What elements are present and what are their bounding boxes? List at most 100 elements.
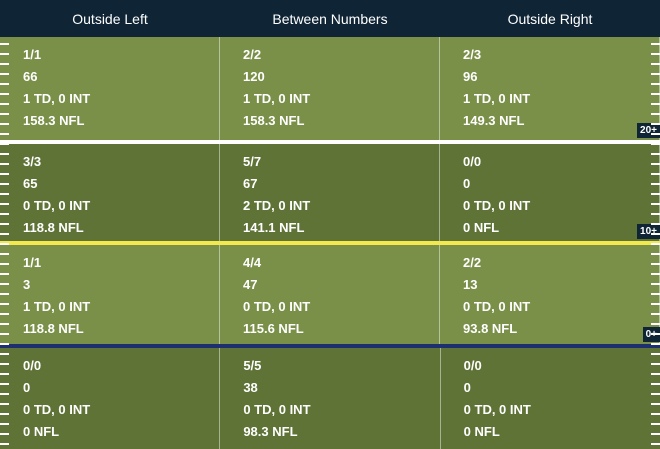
hash-mark [651, 283, 660, 285]
hash-mark [651, 73, 660, 75]
column-header-between-numbers: Between Numbers [272, 10, 388, 27]
zone-cell[interactable]: 1/1 3 1 TD, 0 INT 118.8 NFL [0, 245, 220, 344]
hash-mark [651, 423, 660, 425]
hash-mark [0, 283, 9, 285]
zone-cell[interactable]: 5/5 38 0 TD, 0 INT 98.3 NFL [220, 348, 441, 449]
hash-mark [651, 243, 660, 245]
hash-mark [0, 113, 9, 115]
td-int: 0 TD, 0 INT [463, 299, 531, 314]
td-int: 0 TD, 0 INT [23, 402, 91, 417]
passer-rating: 149.3 NFL [463, 113, 525, 128]
hash-mark [0, 143, 9, 145]
yards: 96 [463, 69, 478, 84]
completions: 1/1 [23, 255, 42, 270]
hash-mark [0, 253, 9, 255]
hash-mark [0, 123, 9, 125]
zone-cell[interactable]: 0/0 0 0 TD, 0 INT 0 NFL [441, 348, 660, 449]
hash-mark [651, 273, 660, 275]
yard-marker-10: 10+ [637, 224, 660, 239]
hash-mark [651, 53, 660, 55]
zone-cell[interactable]: 1/1 66 1 TD, 0 INT 158.3 NFL [0, 37, 220, 140]
completions: 2/3 [463, 47, 482, 62]
zone-cell[interactable]: 2/2 13 0 TD, 0 INT 93.8 NFL [440, 245, 660, 344]
hash-mark [0, 163, 9, 165]
zone-cell[interactable]: 2/2 120 1 TD, 0 INT 158.3 NFL [220, 37, 440, 140]
hash-mark [0, 153, 9, 155]
hash-mark [0, 73, 9, 75]
yards: 0 [23, 380, 31, 395]
passer-rating: 0 NFL [463, 220, 500, 235]
hash-mark [651, 293, 660, 295]
td-int: 1 TD, 0 INT [243, 91, 311, 106]
hash-mark [0, 83, 9, 85]
yards: 13 [463, 277, 478, 292]
hash-mark [0, 433, 9, 435]
column-header-outside-right: Outside Right [507, 10, 593, 27]
football-field: 1/1 66 1 TD, 0 INT 158.3 NFL 2/2 120 1 T… [0, 37, 660, 449]
hash-mark [0, 193, 9, 195]
hash-mark [651, 353, 660, 355]
passer-rating: 118.8 NFL [23, 321, 84, 336]
hash-mark [651, 333, 660, 335]
yards: 47 [243, 277, 258, 292]
hash-mark [651, 443, 660, 445]
zone-cell[interactable]: 2/3 96 1 TD, 0 INT 149.3 NFL [440, 37, 660, 140]
completions: 3/3 [23, 154, 42, 169]
zone-cell[interactable]: 0/0 0 0 TD, 0 INT 0 NFL [0, 348, 221, 449]
td-int: 0 TD, 0 INT [463, 198, 531, 213]
hash-mark [0, 53, 9, 55]
passer-rating: 115.6 NFL [243, 321, 304, 336]
td-int: 0 TD, 0 INT [463, 402, 531, 417]
hash-mark [0, 173, 9, 175]
completions: 0/0 [23, 358, 42, 373]
hash-mark [0, 303, 9, 305]
passer-rating: 98.3 NFL [243, 424, 298, 439]
completions: 0/0 [463, 154, 482, 169]
hash-mark [0, 93, 9, 95]
completions: 5/5 [243, 358, 262, 373]
yards: 66 [23, 69, 38, 84]
completions: 4/4 [243, 255, 262, 270]
hash-mark [0, 203, 9, 205]
hash-mark [0, 353, 9, 355]
hash-mark [0, 43, 9, 45]
hash-mark [651, 233, 660, 235]
hash-mark [651, 373, 660, 375]
hash-mark [651, 153, 660, 155]
hash-mark [651, 313, 660, 315]
hash-mark [651, 263, 660, 265]
line-of-scrimmage [0, 344, 660, 348]
hash-mark [0, 343, 9, 345]
zone-cell[interactable]: 0/0 0 0 TD, 0 INT 0 NFL [440, 144, 660, 241]
hash-mark [0, 323, 9, 325]
hash-mark [651, 123, 660, 125]
hash-mark [0, 223, 9, 225]
passer-rating: 0 NFL [23, 424, 60, 439]
hash-mark [651, 303, 660, 305]
column-header-outside-left: Outside Left [72, 10, 148, 27]
passer-rating: 141.1 NFL [243, 220, 305, 235]
hash-mark [0, 443, 9, 445]
yards: 0 [463, 176, 471, 191]
yards: 67 [243, 176, 258, 191]
yards: 0 [463, 380, 471, 395]
hash-mark [0, 63, 9, 65]
zone-row-behind-line: 0/0 0 0 TD, 0 INT 0 NFL 5/5 38 0 TD, 0 I… [0, 348, 660, 449]
hash-mark [0, 393, 9, 395]
zone-cell[interactable]: 5/7 67 2 TD, 0 INT 141.1 NFL [220, 144, 440, 241]
hash-mark [651, 223, 660, 225]
hash-mark [0, 313, 9, 315]
hash-mark [651, 433, 660, 435]
td-int: 1 TD, 0 INT [23, 299, 91, 314]
hash-mark [0, 103, 9, 105]
hash-mark [651, 383, 660, 385]
hash-mark [0, 363, 9, 365]
zone-cell[interactable]: 3/3 65 0 TD, 0 INT 118.8 NFL [0, 144, 220, 241]
yards: 3 [23, 277, 31, 292]
zone-cell[interactable]: 4/4 47 0 TD, 0 INT 115.6 NFL [220, 245, 440, 344]
hash-mark [651, 93, 660, 95]
hash-mark [651, 203, 660, 205]
passer-rating: 118.8 NFL [23, 220, 84, 235]
passer-rating: 158.3 NFL [243, 113, 305, 128]
zone-row-20-plus: 1/1 66 1 TD, 0 INT 158.3 NFL 2/2 120 1 T… [0, 37, 660, 140]
